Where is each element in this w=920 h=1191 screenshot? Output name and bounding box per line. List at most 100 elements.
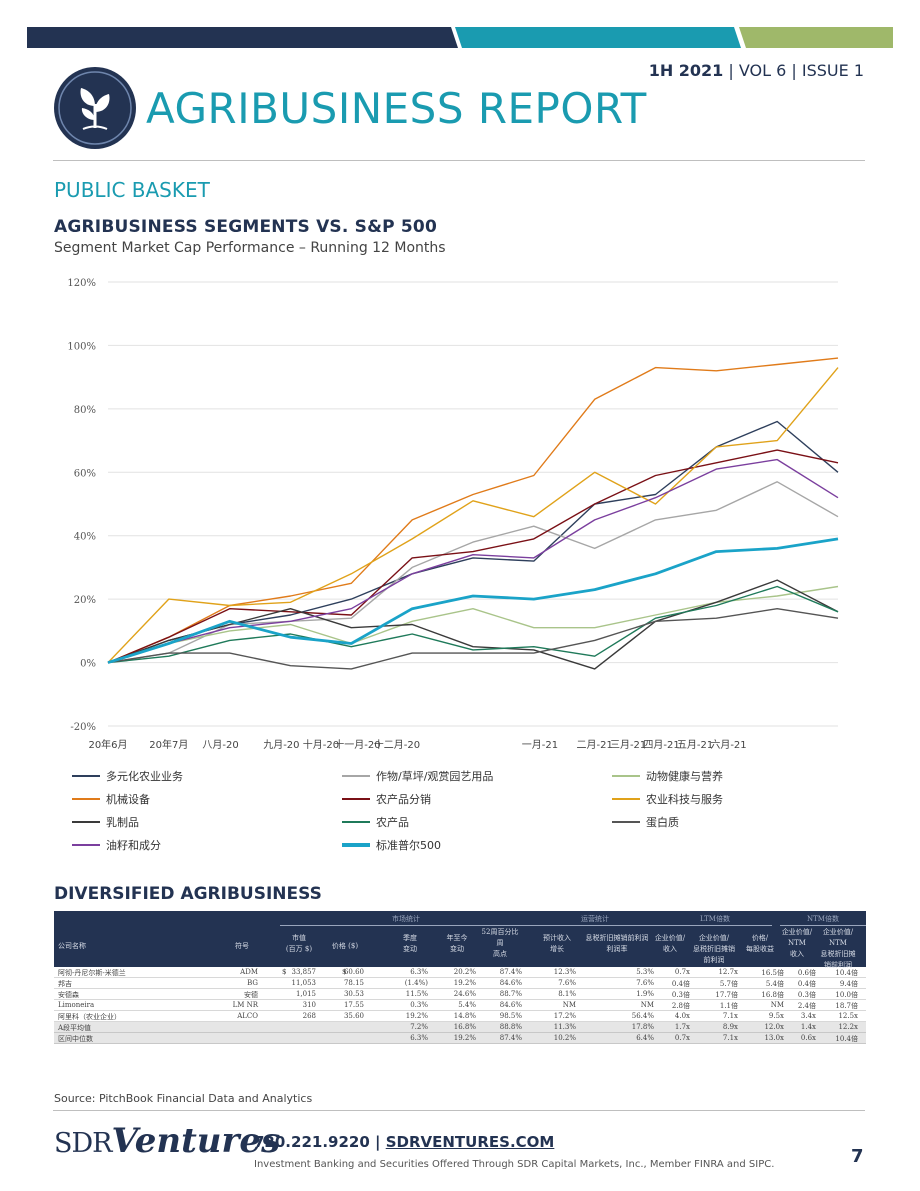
cell-mktcap: 1,015 <box>295 990 316 998</box>
legend-item: 蛋白质 <box>612 814 679 830</box>
legend-swatch <box>72 798 100 800</box>
cell-pe: 13.0x <box>764 1034 784 1042</box>
x-tick-label: 一月-21 <box>522 739 558 751</box>
cell-qtr: 11.5% <box>405 990 428 998</box>
issue-label: 1H 2021 | VOL 6 | ISSUE 1 <box>648 61 864 80</box>
cell-ntm_ebitda: 10.4倍 <box>835 969 858 977</box>
contact-line: 720.221.9220 | SDRVENTURES.COM <box>254 1133 554 1151</box>
cell-ntm_rev: 0.4倍 <box>797 980 816 988</box>
column-header-mktcap: 市值 (百万 $) <box>285 934 313 953</box>
legend-item: 作物/草坪/观赏园艺用品 <box>342 768 493 784</box>
cell-ev_rev: 0.7x <box>674 968 690 976</box>
cell-pe: 9.5x <box>768 1012 784 1020</box>
header-divider <box>53 160 865 161</box>
legend-label: 乳制品 <box>106 816 139 829</box>
legend-item: 多元化农业业务 <box>72 768 183 784</box>
cell-high52: 88.7% <box>499 990 522 998</box>
legend-swatch <box>342 798 370 800</box>
column-header-ev_rev: 企业价值/收入 <box>654 934 686 953</box>
cell-company: 邦吉 <box>58 980 72 988</box>
legend-label: 农产品分销 <box>376 793 431 806</box>
cell-ev_ebitda: 1.1倍 <box>719 1002 738 1010</box>
cell-ticker: ALCO <box>237 1012 258 1020</box>
y-tick-label: 80% <box>74 405 96 416</box>
cell-qtr: 0.3% <box>410 1001 428 1009</box>
page-number: 7 <box>851 1146 864 1167</box>
cell-company: Limoneira <box>58 1001 95 1009</box>
cell-ntm_rev: 1.4x <box>800 1023 816 1031</box>
x-tick-label: 六月-21 <box>710 739 746 751</box>
cell-high52: 88.8% <box>499 1023 522 1031</box>
cell-ev_ebitda: 5.7倍 <box>719 980 738 988</box>
table-row: 安德森 安德 1,015 30.53 11.5% 24.6% 88.7% 8.1% 1.9% 0.… <box>54 989 866 1000</box>
cell-currency: $ <box>282 968 287 976</box>
series-line-1 <box>107 481 839 664</box>
x-tick-label: 二月-21 <box>576 739 612 751</box>
column-group-header: 市场统计 <box>280 914 532 926</box>
legend-swatch <box>612 798 640 800</box>
cell-ytd: 19.2% <box>453 1034 476 1042</box>
cell-mktcap: 33,857 <box>291 968 317 976</box>
cell-ytd: 16.8% <box>453 1023 476 1031</box>
x-tick-label: 20年7月 <box>149 738 188 751</box>
table-body: 阿彻-丹尼尔斯-米德兰 ADM 33,857 60.60 6.3% 20.2% 87.4% 1… <box>54 967 866 1044</box>
legend-item: 动物健康与营养 <box>612 768 723 784</box>
cell-ticker: LM NR <box>232 1001 258 1009</box>
cell-ntm_ebitda: 12.2x <box>838 1023 858 1031</box>
column-header-ticker: 符号 <box>235 942 249 950</box>
column-group-header: LTM倍数 <box>658 914 772 926</box>
cell-high52: 87.4% <box>499 1034 522 1042</box>
column-group-header: 运营统计 <box>530 914 660 926</box>
cell-ebitdamargin: NM <box>640 1001 654 1009</box>
x-tick-label: 十二月-20 <box>374 738 420 751</box>
cell-ntm_ebitda: 10.0倍 <box>835 991 858 999</box>
table-title: DIVERSIFIED AGRIBUSINESS <box>54 884 322 904</box>
cell-ebitdamargin: 1.9% <box>636 990 654 998</box>
cell-ev_ebitda: 7.1x <box>722 1012 738 1020</box>
header-color-bar <box>27 27 893 48</box>
legend-swatch <box>72 821 100 823</box>
column-header-pe: 价格/每股收益 <box>746 934 774 953</box>
column-header-ntm_ebitda: 企业价值/NTM 息税折旧摊销前利润 <box>820 928 856 969</box>
cell-ntm_ebitda: 18.7倍 <box>835 1002 858 1010</box>
y-tick-label: 100% <box>67 341 96 352</box>
cell-ev_rev: 0.7x <box>674 1034 690 1042</box>
cell-revgrowth: 12.3% <box>553 968 576 976</box>
disclaimer: Investment Banking and Securities Offere… <box>254 1159 775 1170</box>
legend-item: 机械设备 <box>72 791 150 807</box>
cell-ticker: ADM <box>240 968 258 976</box>
legend-item: 农业科技与服务 <box>612 791 723 807</box>
cell-ntm_ebitda: 9.4倍 <box>839 980 858 988</box>
legend-item: 农产品分销 <box>342 791 431 807</box>
x-tick-label: 四月-21 <box>643 739 679 751</box>
series-line-9 <box>107 458 839 664</box>
website-link[interactable]: SDRVENTURES.COM <box>385 1133 555 1151</box>
cell-ebitdamargin: 56.4% <box>631 1012 654 1020</box>
series-line-10 <box>107 537 839 664</box>
cell-ytd: 14.8% <box>453 1012 476 1020</box>
header-bar-green <box>739 27 893 48</box>
legend-swatch <box>72 844 100 846</box>
legend-label: 农产品 <box>376 816 409 829</box>
segment-performance-chart: -20% 0% 20% 40% 60% 80% 100% 120% 20年6月 20年7月 八月-2… <box>67 278 839 751</box>
cell-ntm_rev: 2.4倍 <box>797 1002 816 1010</box>
table-row: 阿里科（农业企业） ALCO 268 35.60 19.2% 14.8% 98.5% 17.2… <box>54 1011 866 1022</box>
legend-swatch <box>342 843 370 847</box>
y-tick-label: 0% <box>80 659 96 670</box>
cell-high52: 87.4% <box>499 968 522 976</box>
comps-table: 公司名称 符号 市值 (百万 $) 价格 ($) 季度 变动 年至今 变动 52周百分比周高点 预计… <box>54 911 866 1044</box>
summary-row: 区间中位数 6.3% 19.2% 87.4% 10.2% 6.4% 0.7x 7.1x 13.0… <box>54 1033 866 1044</box>
cell-ebitdamargin: 17.8% <box>631 1023 654 1031</box>
cell-ytd: 20.2% <box>453 968 476 976</box>
cell-pe: 5.4倍 <box>765 980 784 988</box>
column-header-revgrowth: 预计收入 增长 <box>543 934 571 953</box>
column-header-high52: 52周百分比周高点 <box>481 928 519 958</box>
cell-price: 17.55 <box>343 1001 364 1009</box>
y-tick-label: 40% <box>74 532 96 543</box>
cell-high52: 84.6% <box>499 1001 522 1009</box>
legend-swatch <box>612 775 640 777</box>
column-header-qtr: 季度 变动 <box>403 934 417 953</box>
legend-label: 农业科技与服务 <box>646 793 723 806</box>
y-tick-label: -20% <box>70 722 96 733</box>
cell-mktcap: 11,053 <box>291 979 317 987</box>
